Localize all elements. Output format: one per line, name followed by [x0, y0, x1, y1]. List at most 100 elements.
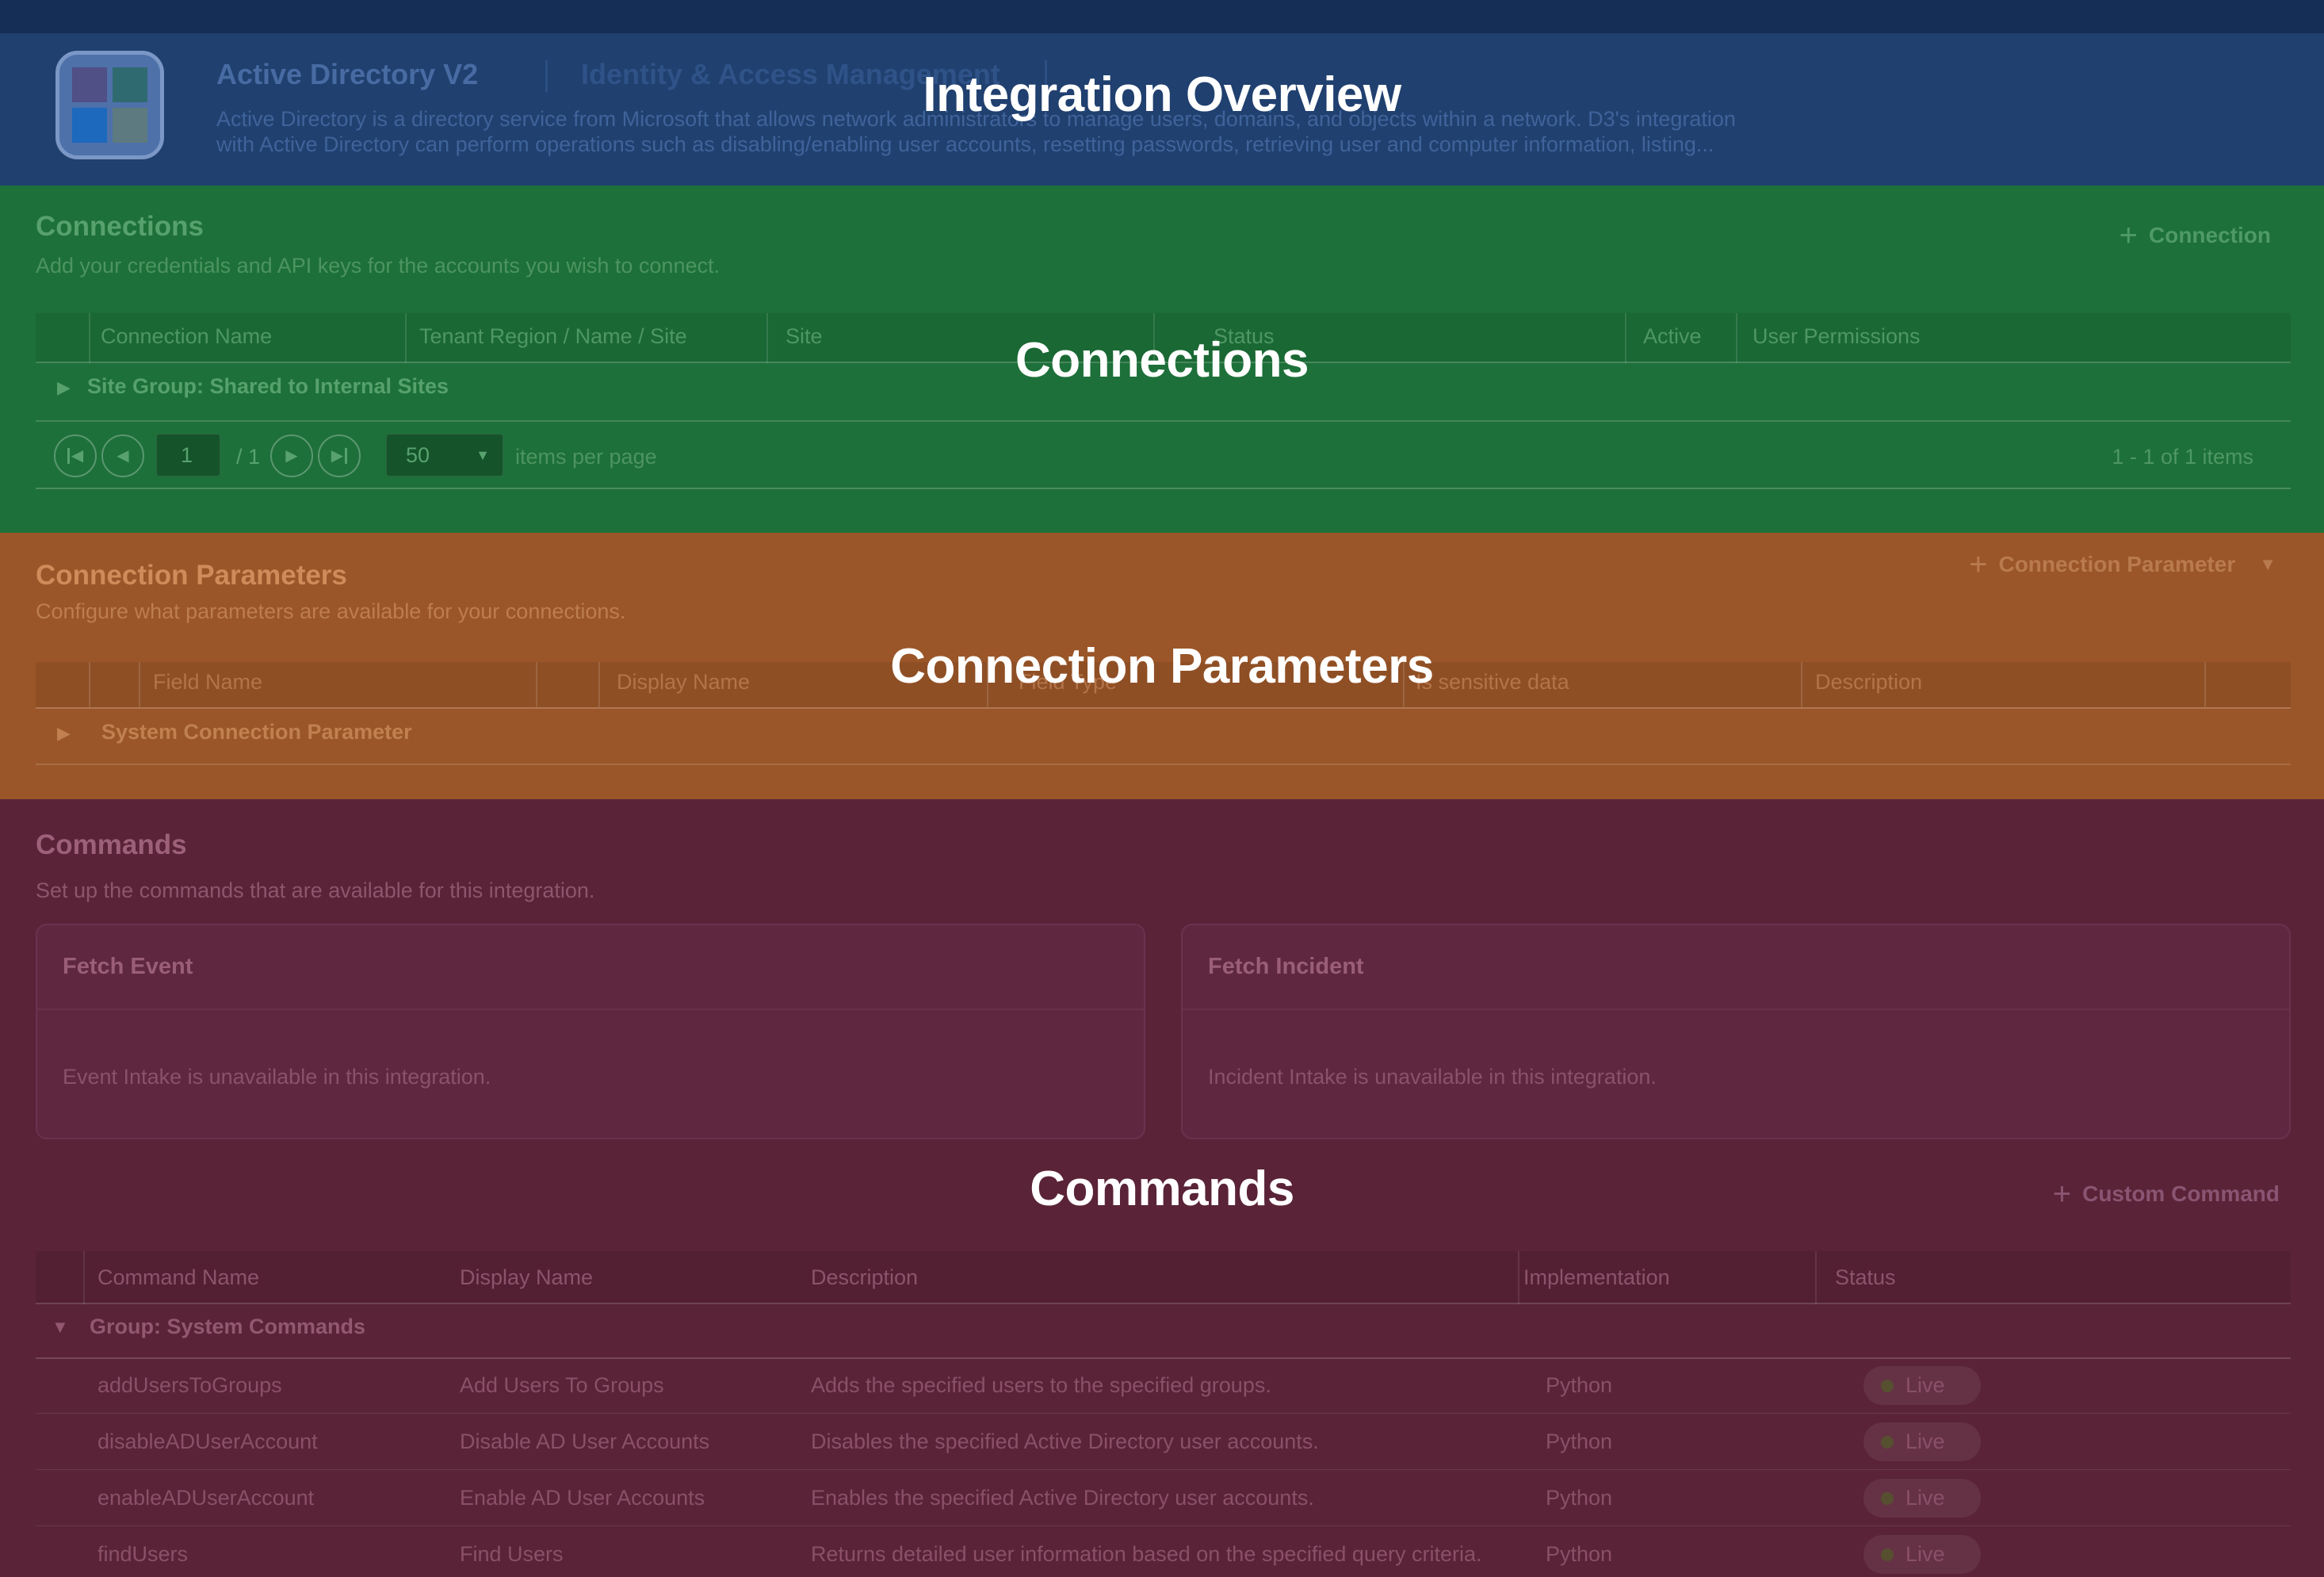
page-total-label: / 1	[236, 445, 261, 469]
commands-heading: Commands	[36, 829, 187, 860]
column-header-command-name[interactable]: Command Name	[97, 1265, 260, 1289]
connections-subtitle: Add your credentials and API keys for th…	[36, 254, 720, 278]
table-border	[36, 707, 2291, 709]
system-connection-parameter-row[interactable]: ▶ System Connection Parameter	[36, 709, 2291, 764]
logo-quadrant-icon	[72, 108, 107, 143]
command-implementation: Python	[1546, 1486, 1613, 1510]
overlay-label-integration-overview: Integration Overview	[923, 67, 1401, 122]
column-divider	[2204, 662, 2206, 707]
column-header-connection-name[interactable]: Connection Name	[101, 324, 273, 348]
integration-description-line1: Active Directory is a directory service …	[216, 107, 1736, 131]
logo-quadrant-icon	[113, 67, 147, 102]
chevron-down-icon: ▼	[2259, 554, 2276, 574]
connection-parameters-heading: Connection Parameters	[36, 560, 347, 591]
column-divider	[987, 662, 988, 707]
column-header-active[interactable]: Active	[1643, 324, 1702, 348]
column-header-tenant-region[interactable]: Tenant Region / Name / Site	[419, 324, 687, 348]
page-size-dropdown[interactable]: 50 ▼	[386, 434, 503, 477]
last-page-button[interactable]: ▶	[318, 434, 361, 477]
command-name: enableADUserAccount	[97, 1486, 315, 1510]
chevron-down-icon: ▼	[476, 446, 490, 463]
command-display-name: Find Users	[460, 1542, 564, 1566]
column-header-user-permissions[interactable]: User Permissions	[1753, 324, 1921, 348]
plus-icon: +	[2119, 218, 2138, 253]
add-connection-button[interactable]: + Connection	[2119, 218, 2271, 253]
column-divider	[766, 313, 768, 363]
collapse-row-icon[interactable]: ▼	[52, 1317, 69, 1337]
title-divider	[545, 60, 548, 92]
status-badge: Live	[1863, 1535, 1981, 1574]
command-row-disableADUserAccount[interactable]: disableADUserAccount Disable AD User Acc…	[36, 1414, 2291, 1470]
command-row-findUsers[interactable]: findUsers Find Users Returns detailed us…	[36, 1526, 2291, 1577]
table-border	[36, 362, 2291, 363]
table-border	[36, 420, 2291, 422]
command-description: Enables the specified Active Directory u…	[811, 1486, 1314, 1510]
column-header-description[interactable]: Description	[811, 1265, 919, 1289]
first-page-button[interactable]: ◀	[54, 434, 97, 477]
column-divider	[1625, 313, 1626, 363]
command-implementation: Python	[1546, 1373, 1613, 1397]
previous-page-icon: ◀	[117, 447, 129, 465]
system-commands-group-label: Group: System Commands	[90, 1315, 366, 1338]
page-number-input[interactable]: 1	[156, 434, 220, 477]
column-header-implementation[interactable]: Implementation	[1523, 1265, 1670, 1289]
column-header-site[interactable]: Site	[785, 324, 823, 348]
commands-subtitle: Set up the commands that are available f…	[36, 878, 595, 902]
row-divider	[36, 1413, 2291, 1414]
integration-category: Identity & Access Management	[581, 58, 1000, 90]
add-custom-command-button[interactable]: + Custom Command	[2052, 1177, 2280, 1211]
column-header-status[interactable]: Status	[1835, 1265, 1896, 1289]
add-connection-parameter-button[interactable]: + Connection Parameter ▼	[1969, 547, 2276, 582]
command-row-addUsersToGroups[interactable]: addUsersToGroups Add Users To Groups Add…	[36, 1357, 2291, 1414]
connections-heading: Connections	[36, 211, 204, 242]
expand-row-icon[interactable]: ▶	[57, 377, 71, 397]
next-page-button[interactable]: ▶	[270, 434, 313, 477]
fetch-incident-message: Incident Intake is unavailable in this i…	[1208, 1065, 1657, 1089]
command-display-name: Add Users To Groups	[460, 1373, 664, 1397]
column-divider	[1801, 662, 1802, 707]
previous-page-button[interactable]: ◀	[101, 434, 144, 477]
pagination-range-label: 1 - 1 of 1 items	[2112, 445, 2253, 469]
site-group-label: Site Group: Shared to Internal Sites	[87, 374, 449, 398]
command-implementation: Python	[1546, 1430, 1613, 1453]
row-divider	[36, 1525, 2291, 1526]
command-row-enableADUserAccount[interactable]: enableADUserAccount Enable AD User Accou…	[36, 1470, 2291, 1526]
column-header-field-type[interactable]: Field Type	[1019, 670, 1118, 694]
command-description: Disables the specified Active Directory …	[811, 1430, 1319, 1453]
fetch-event-message: Event Intake is unavailable in this inte…	[63, 1065, 491, 1089]
expand-row-icon[interactable]: ▶	[57, 723, 71, 743]
column-divider	[1153, 313, 1155, 363]
connections-table-header	[36, 313, 2291, 363]
column-header-display-name[interactable]: Display Name	[460, 1265, 594, 1289]
integration-overview-section: Active Directory V2 Identity & Access Ma…	[0, 0, 2324, 186]
commands-section: Commands Set up the commands that are av…	[0, 799, 2324, 1577]
table-border	[36, 764, 2291, 765]
column-header-is-sensitive-data[interactable]: Is sensitive data	[1416, 670, 1569, 694]
column-header-status[interactable]: Status	[1214, 324, 1275, 348]
column-header-field-name[interactable]: Field Name	[153, 670, 263, 694]
logo-quadrant-icon	[72, 67, 107, 102]
command-name: disableADUserAccount	[97, 1430, 318, 1453]
column-divider	[598, 662, 600, 707]
column-divider	[536, 662, 537, 707]
table-border	[36, 1357, 2291, 1359]
column-header-description[interactable]: Description	[1815, 670, 1923, 694]
page-bar-icon	[67, 448, 70, 464]
commands-table-header	[36, 1251, 2291, 1304]
system-commands-group-row[interactable]: ▼ Group: System Commands	[36, 1304, 2291, 1357]
column-header-display-name[interactable]: Display Name	[617, 670, 751, 694]
command-display-name: Enable AD User Accounts	[460, 1486, 705, 1510]
status-badge: Live	[1863, 1479, 1981, 1518]
card-divider	[1183, 1009, 2289, 1010]
site-group-row[interactable]: ▶ Site Group: Shared to Internal Sites	[36, 363, 2291, 422]
overlay-label-commands: Commands	[1030, 1162, 1294, 1216]
column-divider	[89, 662, 90, 707]
column-divider	[1403, 662, 1405, 707]
integration-description-line2: with Active Directory can perform operat…	[216, 132, 1714, 156]
column-divider	[139, 662, 140, 707]
command-implementation: Python	[1546, 1542, 1613, 1566]
status-badge: Live	[1863, 1366, 1981, 1405]
connections-section: Connections Add your credentials and API…	[0, 186, 2324, 533]
first-page-icon: ◀	[71, 447, 84, 465]
